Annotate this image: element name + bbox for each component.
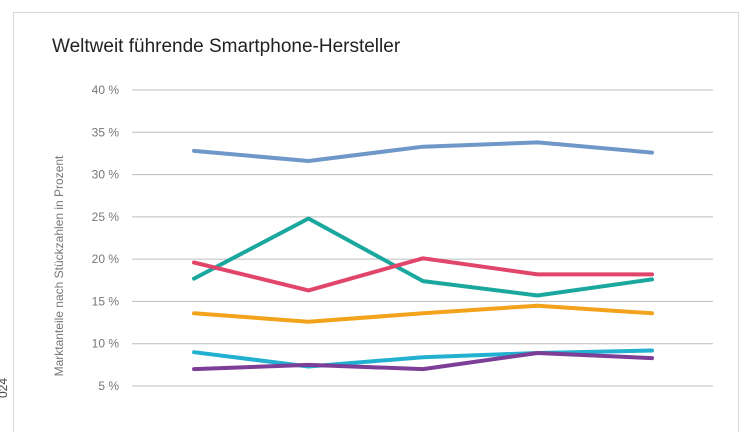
- y-axis-ticks: 5 % 10 % 15 % 20 % 25 % 30 % 35 % 40 %: [92, 83, 120, 393]
- line-chart: 5 % 10 % 15 % 20 % 25 % 30 % 35 % 40 % Marktant…: [52, 83, 713, 393]
- series-line-1: [192, 140, 654, 163]
- chart-title: Weltweit führende Smartphone-Hersteller: [52, 36, 401, 57]
- y-tick-label: 30 %: [92, 168, 120, 182]
- series-lines: [192, 140, 654, 372]
- gridlines: [132, 89, 713, 387]
- y-tick-label: 25 %: [92, 210, 120, 224]
- series-line-5: [192, 348, 654, 369]
- series-line-3: [192, 256, 654, 293]
- y-tick-label: 20 %: [92, 252, 120, 266]
- y-tick-label: 5 %: [98, 379, 119, 393]
- y-tick-label: 40 %: [92, 83, 120, 97]
- y-axis-label: Marktanteile nach Stückzahlen in Prozent: [52, 155, 66, 376]
- series-line-6: [192, 351, 654, 372]
- series-line-2: [192, 216, 654, 298]
- series-line-4: [192, 303, 654, 324]
- y-tick-label: 15 %: [92, 294, 120, 308]
- y-tick-label: 10 %: [92, 337, 120, 351]
- y-tick-label: 35 %: [92, 125, 120, 139]
